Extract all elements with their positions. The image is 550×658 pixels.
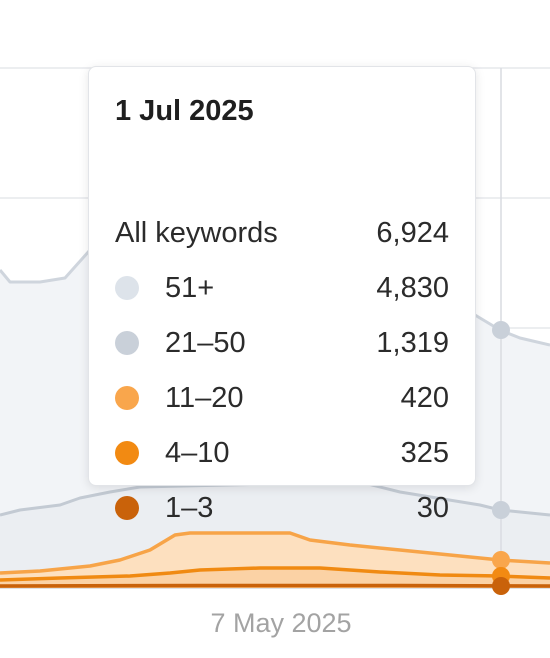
series-swatch-icon xyxy=(115,441,139,465)
tooltip-total-value: 6,924 xyxy=(376,216,449,249)
series-line-5 xyxy=(0,583,550,588)
tooltip-row-value: 420 xyxy=(400,381,449,414)
x-axis-tick-label: 7 May 2025 xyxy=(210,608,352,638)
tooltip-row-label: 1–3 xyxy=(165,491,214,524)
tooltip-row-value: 4,830 xyxy=(376,271,449,304)
hover-point-2 xyxy=(492,501,510,519)
tooltip-row-4-10: 4–10 325 xyxy=(115,433,449,473)
tooltip-row-label: 21–50 xyxy=(165,326,246,359)
tooltip-date: 1 Jul 2025 xyxy=(115,95,254,127)
hover-point-1 xyxy=(492,321,510,339)
hover-point-5 xyxy=(492,577,510,595)
chart-tooltip: 1 Jul 2025 All keywords 6,924 51+ 4,830 … xyxy=(88,66,476,524)
tooltip-total-row: All keywords 6,924 xyxy=(115,213,449,253)
tooltip-row-value: 30 xyxy=(416,491,449,524)
series-swatch-icon xyxy=(115,386,139,410)
tooltip-row-value: 325 xyxy=(400,436,449,469)
series-swatch-icon xyxy=(115,276,139,300)
tooltip-row-label: 4–10 xyxy=(165,436,230,469)
tooltip-row-label: 51+ xyxy=(165,271,215,304)
tooltip-row-51-plus: 51+ 4,830 xyxy=(115,268,449,308)
series-line-4 xyxy=(0,566,550,582)
tooltip-row-label: 11–20 xyxy=(165,381,244,414)
tooltip-row-21-50: 21–50 1,319 xyxy=(115,323,449,363)
series-line-3 xyxy=(0,531,550,575)
tooltip-row-value: 1,319 xyxy=(376,326,449,359)
tooltip-row-11-20: 11–20 420 xyxy=(115,378,449,418)
series-swatch-icon xyxy=(115,496,139,520)
hover-indicator xyxy=(492,68,510,595)
series-area-4 xyxy=(0,568,550,588)
series-line-2 xyxy=(0,480,550,517)
tooltip-row-1-3: 1–3 30 xyxy=(115,488,449,528)
hover-point-3 xyxy=(492,551,510,569)
series-swatch-icon xyxy=(115,331,139,355)
tooltip-total-label: All keywords xyxy=(115,216,278,249)
